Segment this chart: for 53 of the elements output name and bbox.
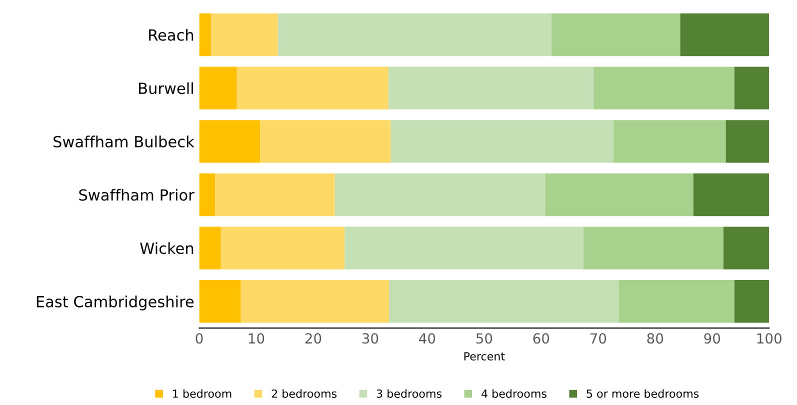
x-tick-label: 80 [647, 333, 664, 344]
bar [199, 13, 212, 56]
bar [680, 13, 770, 56]
bar [726, 120, 770, 163]
bar [734, 280, 770, 323]
y-tick-label: Swaffham Bulbeck [54, 136, 194, 148]
x-tick-label: 0 [196, 333, 203, 344]
y-tick-label: East Cambridgeshire [36, 296, 194, 310]
legend-label: 3 bedrooms [376, 389, 442, 398]
bar [545, 173, 694, 216]
y-tick-label: Wicken [140, 242, 194, 254]
bar [618, 280, 734, 323]
bar [278, 13, 552, 56]
bar [693, 173, 770, 216]
bar [215, 173, 335, 216]
x-axis-title: Percent [464, 352, 505, 361]
bar [583, 226, 724, 270]
bar [614, 120, 726, 163]
bar [220, 226, 345, 270]
legend-label: 1 bedroom [173, 389, 232, 398]
legend-label: 2 bedrooms [272, 389, 337, 398]
bar [734, 66, 770, 110]
bar [594, 66, 734, 110]
x-tick-label: 70 [590, 333, 606, 344]
y-tick-label: Burwell [139, 82, 193, 94]
bar [199, 173, 216, 216]
x-tick-label: 40 [419, 333, 436, 344]
x-tick-label: 60 [533, 333, 550, 344]
x-tick-label: 20 [305, 333, 322, 344]
bar [199, 226, 221, 270]
bar [199, 280, 241, 323]
bar [211, 13, 278, 56]
y-tick-label: Reach [149, 28, 194, 41]
bar [199, 66, 237, 110]
legend-label: 4 bedrooms [481, 389, 546, 398]
bar [236, 66, 388, 110]
bar [388, 66, 594, 110]
bar [551, 13, 680, 56]
y-tick-label: Swaffham Prior [79, 188, 194, 201]
bar [389, 280, 619, 323]
bar [724, 226, 770, 270]
bar [334, 173, 546, 216]
bar [344, 226, 584, 270]
bar [240, 280, 390, 323]
bar [199, 120, 260, 163]
bar [260, 120, 391, 163]
bar [390, 120, 614, 163]
x-tick-label: 50 [476, 333, 492, 344]
x-tick-label: 100 [757, 333, 782, 344]
x-tick-label: 90 [704, 333, 720, 344]
x-tick-label: 10 [248, 333, 264, 344]
x-tick-label: 30 [362, 333, 378, 344]
legend-label: 5 or more bedrooms [586, 389, 699, 398]
